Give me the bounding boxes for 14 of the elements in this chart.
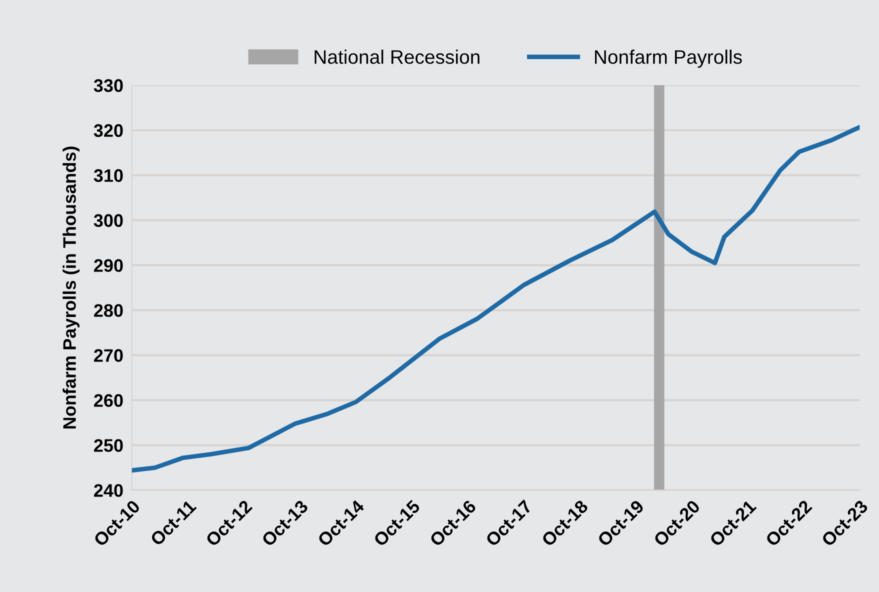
y-axis-title: Nonfarm Payrolls (in Thousands) — [62, 146, 80, 428]
y-tick-label: 260 — [94, 394, 123, 407]
y-tick-label: 290 — [94, 259, 123, 272]
legend-label: Nonfarm Payrolls — [595, 50, 742, 68]
y-tick-label: 310 — [94, 169, 123, 182]
y-tick-label: 320 — [94, 124, 123, 137]
y-tick-label: 300 — [94, 214, 123, 227]
y-tick-label: 280 — [94, 304, 123, 317]
y-tick-label: 240 — [94, 484, 123, 497]
legend-label: National Recession — [314, 50, 480, 64]
line-series — [132, 124, 860, 473]
y-tick-label: 330 — [94, 79, 123, 92]
y-tick-label: 270 — [94, 349, 123, 362]
y-tick-label: 250 — [94, 439, 123, 452]
